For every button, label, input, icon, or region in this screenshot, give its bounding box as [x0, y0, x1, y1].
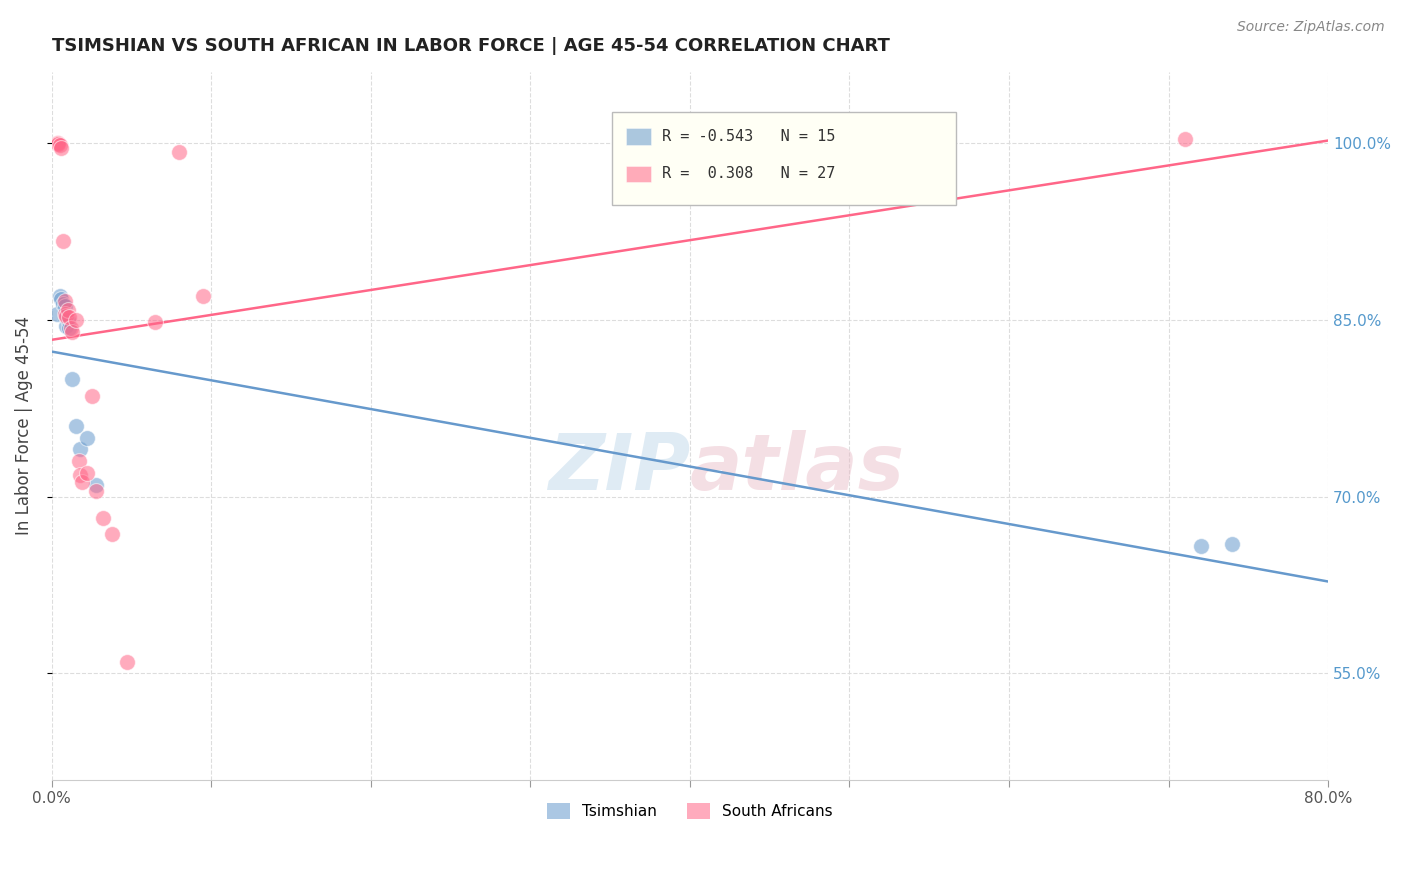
Point — [145, 315, 167, 329]
Point — [48, 289, 70, 303]
Point — [91, 511, 114, 525]
Point — [86, 483, 108, 498]
Point — [115, 655, 138, 669]
Point — [76, 466, 98, 480]
Point — [58, 310, 80, 325]
Point — [55, 309, 77, 323]
Text: Source: ZipAtlas.com: Source: ZipAtlas.com — [1237, 20, 1385, 34]
Point — [69, 442, 91, 457]
Point — [58, 321, 80, 335]
Point — [45, 307, 67, 321]
Point — [56, 312, 79, 326]
Point — [53, 299, 76, 313]
Legend: Tsimshian, South Africans: Tsimshian, South Africans — [541, 797, 839, 825]
Point — [62, 372, 84, 386]
Point — [1173, 132, 1195, 146]
Point — [55, 318, 77, 333]
Point — [46, 136, 69, 150]
Text: R = -0.543   N = 15: R = -0.543 N = 15 — [662, 129, 835, 144]
Point — [86, 478, 108, 492]
Point — [67, 454, 90, 468]
Y-axis label: In Labor Force | Age 45-54: In Labor Force | Age 45-54 — [15, 317, 32, 535]
Point — [80, 389, 103, 403]
Point — [45, 136, 67, 150]
Point — [193, 289, 215, 303]
Point — [62, 325, 84, 339]
Point — [53, 293, 76, 308]
Point — [65, 312, 87, 326]
Point — [56, 303, 79, 318]
Text: R =  0.308   N = 27: R = 0.308 N = 27 — [662, 167, 835, 181]
Point — [51, 140, 73, 154]
Point — [65, 418, 87, 433]
Point — [1222, 537, 1244, 551]
Point — [52, 297, 75, 311]
Point — [59, 321, 82, 335]
Point — [48, 138, 70, 153]
Point — [76, 431, 98, 445]
Point — [101, 527, 124, 541]
Point — [46, 137, 69, 152]
Text: atlas: atlas — [690, 430, 905, 507]
Point — [69, 468, 91, 483]
Point — [51, 292, 73, 306]
Text: TSIMSHIAN VS SOUTH AFRICAN IN LABOR FORCE | AGE 45-54 CORRELATION CHART: TSIMSHIAN VS SOUTH AFRICAN IN LABOR FORC… — [52, 37, 890, 55]
Point — [53, 307, 76, 321]
Point — [52, 234, 75, 248]
Point — [70, 475, 93, 490]
Point — [1189, 539, 1212, 553]
Point — [169, 145, 191, 160]
Text: ZIP: ZIP — [548, 430, 690, 507]
